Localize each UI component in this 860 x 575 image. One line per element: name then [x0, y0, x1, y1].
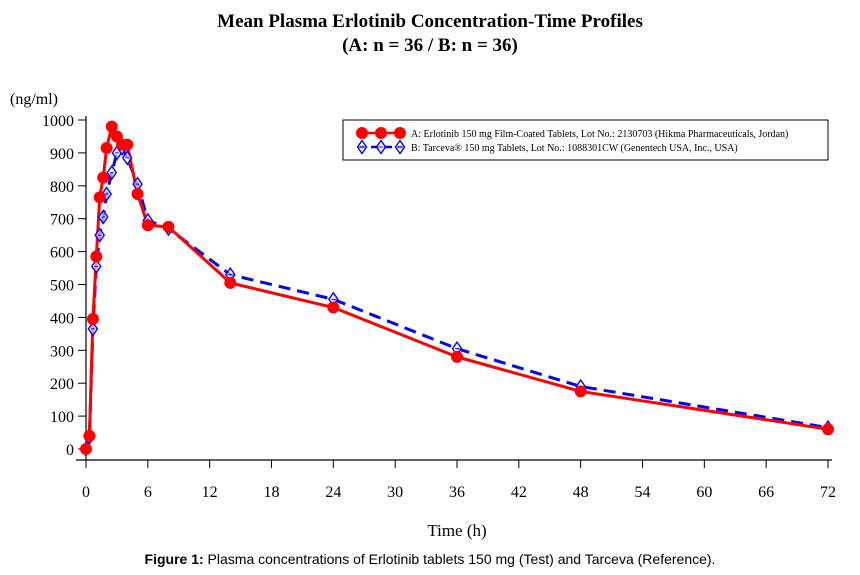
- series-b-point: [94, 227, 106, 243]
- chart-legend: A: Erlotinib 150 mg Film-Coated Tablets,…: [342, 119, 829, 161]
- chart-title-line-1: Mean Plasma Erlotinib Concentration-Time…: [217, 11, 643, 32]
- legend-marker-a: [375, 127, 387, 139]
- series-a-point: [100, 141, 113, 154]
- x-tick-label: 18: [264, 484, 280, 501]
- y-tick-label: 400: [50, 310, 74, 327]
- series-b-point: [87, 321, 99, 337]
- chart-series-lines: [84, 125, 829, 450]
- y-tick-label: 500: [50, 278, 74, 295]
- series-b-point: [121, 150, 133, 166]
- chart-title-line-2: (A: n = 36 / B: n = 36): [342, 35, 518, 56]
- series-a-point: [141, 219, 154, 232]
- series-b-point: [90, 258, 102, 275]
- series-a-line: [84, 125, 829, 450]
- series-a-point: [83, 429, 96, 442]
- series-a-point: [86, 313, 99, 326]
- y-tick-label: 900: [50, 146, 74, 163]
- x-tick-label: 54: [635, 484, 651, 501]
- series-a-point: [97, 171, 110, 184]
- y-tick-label: 1000: [42, 113, 74, 130]
- chart-series-markers: [80, 120, 834, 457]
- legend-marker-a: [394, 127, 406, 139]
- y-tick-label: 0: [66, 442, 74, 459]
- x-tick-label: 72: [820, 484, 836, 501]
- x-tick-label: 60: [696, 484, 712, 501]
- series-a-point: [822, 423, 834, 436]
- figure-caption-label: Figure 1:: [144, 551, 204, 567]
- x-tick-label: 6: [144, 484, 152, 501]
- series-a-point: [121, 138, 134, 151]
- series-a-point: [90, 250, 103, 263]
- x-tick-label: 48: [573, 484, 589, 501]
- series-a-point: [105, 120, 118, 133]
- x-tick-label: 12: [202, 484, 218, 501]
- chart-axes: 0 100 200 300 400 500 600 700 800 900 1000 0 6 12 18 24…: [10, 91, 836, 540]
- series-a-point: [574, 385, 587, 398]
- legend-marker-b: [394, 139, 406, 155]
- x-tick-label: 24: [325, 484, 341, 501]
- x-tick-label: 0: [82, 484, 90, 501]
- series-b-point: [106, 164, 118, 181]
- series-a-point: [80, 443, 92, 455]
- series-a-point: [224, 276, 237, 289]
- y-tick-label: 600: [50, 245, 74, 262]
- series-a-point: [327, 301, 340, 314]
- legend-label-a: A: Erlotinib 150 mg Film-Coated Tablets,…: [411, 129, 788, 140]
- legend-marker-b: [356, 139, 368, 155]
- y-tick-label: 100: [50, 409, 74, 426]
- y-tick-label: 200: [50, 376, 74, 393]
- x-tick-label: 66: [758, 484, 774, 501]
- y-tick-label: 700: [50, 212, 74, 229]
- y-tick-label: 300: [50, 343, 74, 360]
- legend-marker-a: [356, 127, 368, 139]
- x-tick-label: 36: [449, 484, 465, 501]
- series-a-point: [131, 188, 144, 201]
- series-b-point: [101, 186, 112, 202]
- series-b-line: [84, 146, 829, 450]
- series-b-point: [97, 209, 109, 225]
- x-tick-label: 30: [387, 484, 403, 501]
- x-axis-label: Time (h): [427, 521, 486, 540]
- legend-marker-b: [375, 139, 387, 155]
- x-tick-label: 42: [511, 484, 527, 501]
- series-a-point: [451, 350, 463, 363]
- figure-caption-text: Plasma concentrations of Erlotinib table…: [203, 551, 716, 567]
- y-axis-label: (ng/ml): [10, 91, 58, 108]
- series-a-point: [93, 191, 106, 204]
- series-a-point: [162, 220, 175, 233]
- figure-caption: Figure 1: Plasma concentrations of Erlot…: [0, 551, 860, 567]
- legend-box: [342, 119, 829, 161]
- y-tick-label: 800: [50, 179, 74, 196]
- legend-label-b: B: Tarceva® 150 mg Tablets, Lot No.: 108…: [411, 143, 738, 154]
